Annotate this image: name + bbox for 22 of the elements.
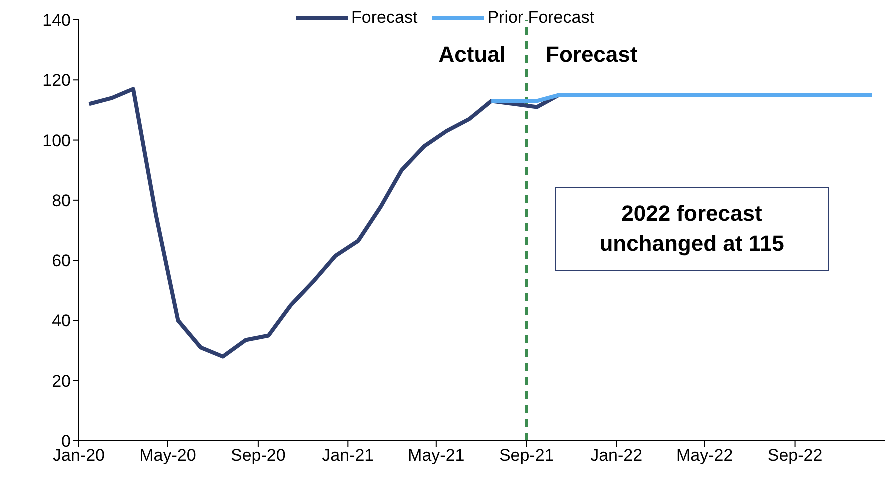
x-tick-label: May-20 [140, 446, 196, 466]
annotation: Forecast [546, 42, 639, 68]
y-tick-label: 40 [52, 312, 71, 331]
x-tick-label: Sep-20 [231, 446, 286, 466]
y-tick-label: 80 [52, 191, 71, 210]
annotation: 2022 forecast unchanged at 115 [598, 200, 786, 258]
x-tick-label: Sep-22 [768, 446, 823, 466]
x-tick-label: May-21 [408, 446, 465, 466]
y-tick-label: 120 [42, 71, 71, 90]
line-series [87, 87, 562, 359]
y-tick-label: 140 [42, 11, 71, 30]
x-tick-label: Jan-21 [322, 446, 374, 466]
y-tick-label: 100 [42, 131, 71, 150]
y-tick-label: 60 [52, 252, 71, 271]
annotation: Actual [438, 42, 506, 68]
x-tick-label: Sep-21 [499, 446, 554, 466]
legend-label: Forecast [352, 8, 418, 28]
y-tick-label: 20 [52, 372, 71, 391]
legend-label: Prior Forecast [488, 8, 594, 28]
x-tick-label: Jan-22 [590, 446, 643, 466]
callout-box: 2022 forecast unchanged at 115 [555, 187, 829, 271]
x-tick-label: May-22 [676, 446, 734, 466]
